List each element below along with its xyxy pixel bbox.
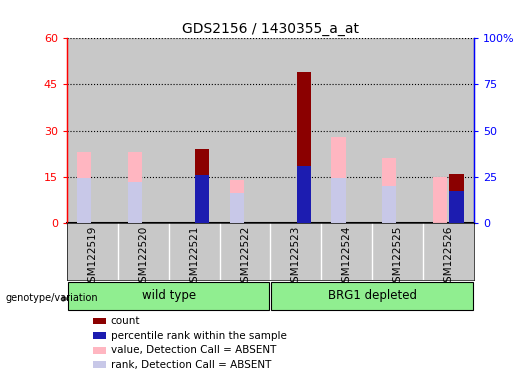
Text: value, Detection Call = ABSENT: value, Detection Call = ABSENT (111, 345, 276, 355)
Text: percentile rank within the sample: percentile rank within the sample (111, 331, 287, 341)
Bar (67, 38, 118, 223)
Bar (332, 179, 346, 223)
Bar (433, 177, 448, 223)
Text: GSM122520: GSM122520 (138, 226, 148, 289)
Title: GDS2156 / 1430355_a_at: GDS2156 / 1430355_a_at (182, 22, 359, 36)
Text: count: count (111, 316, 140, 326)
Text: GSM122523: GSM122523 (291, 226, 301, 289)
Text: GSM122521: GSM122521 (189, 226, 199, 289)
Bar (128, 182, 142, 223)
Bar (219, 38, 270, 223)
Bar (372, 38, 423, 223)
Text: genotype/variation: genotype/variation (5, 293, 98, 303)
Bar (77, 179, 91, 223)
Bar (450, 174, 464, 223)
Text: GSM122525: GSM122525 (392, 226, 403, 289)
Bar (321, 38, 372, 223)
Bar (195, 149, 209, 223)
Text: GSM122519: GSM122519 (88, 226, 97, 289)
Bar (128, 152, 142, 223)
Bar (297, 72, 311, 223)
FancyBboxPatch shape (271, 282, 473, 310)
FancyBboxPatch shape (68, 282, 269, 310)
Text: BRG1 depleted: BRG1 depleted (328, 289, 417, 302)
Bar (382, 186, 397, 223)
Bar (297, 166, 311, 223)
Text: GSM122526: GSM122526 (443, 226, 453, 289)
Text: GSM122524: GSM122524 (341, 226, 352, 289)
Bar (423, 38, 474, 223)
Bar (332, 137, 346, 223)
Bar (195, 175, 209, 223)
Bar (118, 38, 169, 223)
Bar (77, 152, 91, 223)
Bar (230, 180, 244, 223)
Bar (450, 191, 464, 223)
Text: wild type: wild type (142, 289, 196, 302)
Bar (382, 158, 397, 223)
Bar (169, 38, 219, 223)
Text: rank, Detection Call = ABSENT: rank, Detection Call = ABSENT (111, 360, 271, 370)
Bar (230, 193, 244, 223)
Text: GSM122522: GSM122522 (240, 226, 250, 289)
Bar (270, 38, 321, 223)
